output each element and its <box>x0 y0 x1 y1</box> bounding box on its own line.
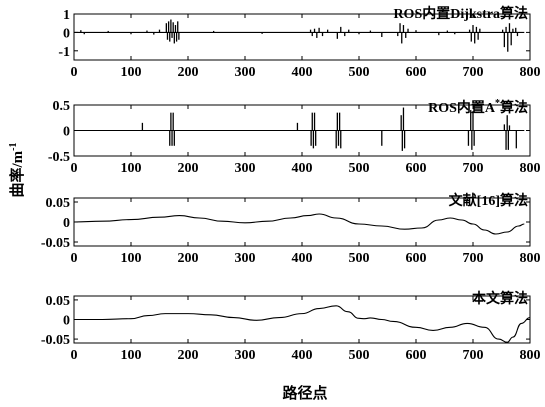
x-tick-label: 0 <box>71 161 78 176</box>
panel-2: 0 100 200 300 400 500 600 700 8000.50-0.5ROS内置A*… <box>48 98 541 176</box>
x-tick-label: 700 <box>463 251 484 266</box>
curvature-line <box>73 305 531 343</box>
panel-title: 本文算法 <box>472 290 528 307</box>
x-tick-label: 400 <box>292 251 313 266</box>
x-tick-label: 400 <box>292 161 313 176</box>
x-tick-label: 400 <box>292 348 313 363</box>
x-tick-label: 300 <box>235 348 256 363</box>
y-tick-label: -0.5 <box>48 150 70 165</box>
x-tick-label: 500 <box>349 65 370 80</box>
y-tick-label: 1 <box>63 8 70 23</box>
x-tick-label: 600 <box>406 161 427 176</box>
x-tick-label: 200 <box>178 65 199 80</box>
x-tick-label: 700 <box>463 65 484 80</box>
y-tick-label: 0 <box>63 216 70 231</box>
x-tick-label: 100 <box>121 65 142 80</box>
x-tick-label: 200 <box>178 251 199 266</box>
x-tick-label: 800 <box>520 65 541 80</box>
y-axis-label: 曲率/m-1 <box>8 142 26 197</box>
x-tick-label: 700 <box>463 161 484 176</box>
y-tick-label: -0.05 <box>41 333 70 348</box>
x-tick-label: 800 <box>520 161 541 176</box>
x-tick-label: 100 <box>121 161 142 176</box>
x-tick-label: 200 <box>178 348 199 363</box>
x-tick-label: 700 <box>463 348 484 363</box>
x-tick-label: 600 <box>406 65 427 80</box>
panel-title: 文献[16]算法 <box>449 192 528 209</box>
y-axis-label-text: 曲率/m <box>8 150 26 197</box>
x-tick-label: 300 <box>235 251 256 266</box>
y-tick-label: -1 <box>58 45 70 60</box>
y-tick-label: -0.05 <box>41 236 70 251</box>
x-tick-label: 500 <box>349 348 370 363</box>
y-tick-label: 0 <box>63 125 70 140</box>
panel-1: 0 100 200 300 400 500 600 700 80010-1ROS内置Dijkst… <box>58 5 540 80</box>
y-tick-label: 0.05 <box>46 294 71 309</box>
x-tick-label: 300 <box>235 161 256 176</box>
svg-text:曲率/m-1: 曲率/m-1 <box>8 142 26 197</box>
x-tick-label: 400 <box>292 65 313 80</box>
x-tick-label: 600 <box>406 348 427 363</box>
panel-3: 0 100 200 300 400 500 600 700 8000.050-0.05文献[16… <box>41 192 541 266</box>
x-tick-label: 100 <box>121 251 142 266</box>
x-tick-label: 500 <box>349 251 370 266</box>
plot-frame <box>73 295 531 344</box>
x-axis-label: 路径点 <box>282 384 327 402</box>
x-tick-label: 300 <box>235 65 256 80</box>
x-tick-label: 0 <box>71 65 78 80</box>
x-tick-label: 800 <box>520 251 541 266</box>
y-tick-label: 0.5 <box>53 99 71 114</box>
curvature-line <box>73 213 525 235</box>
x-tick-label: 200 <box>178 161 199 176</box>
panel-title: ROS内置A*算法 <box>428 98 528 116</box>
x-tick-label: 0 <box>71 251 78 266</box>
y-axis-label-sup: -1 <box>8 142 19 150</box>
y-tick-label: 0.05 <box>46 196 71 211</box>
x-tick-label: 0 <box>71 348 78 363</box>
panel-title: ROS内置Dijkstra算法 <box>393 5 528 22</box>
x-tick-label: 800 <box>520 348 541 363</box>
y-tick-label: 0 <box>63 26 70 41</box>
x-tick-label: 100 <box>121 348 142 363</box>
y-tick-label: 0 <box>63 314 70 329</box>
x-tick-label: 500 <box>349 161 370 176</box>
x-tick-label: 600 <box>406 251 427 266</box>
